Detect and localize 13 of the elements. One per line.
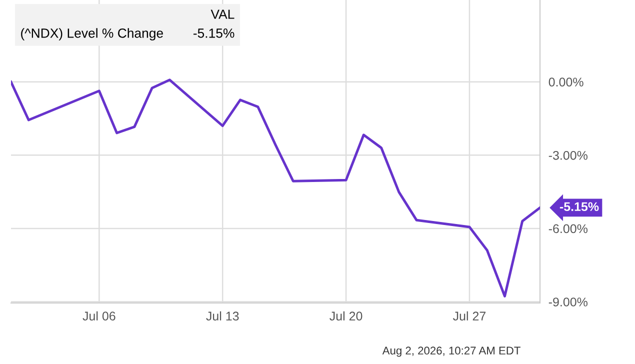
x-tick-label: Jul 06 xyxy=(82,311,116,321)
x-tick-label: Jul 20 xyxy=(330,311,362,321)
text: (^NDX) Level % Change -5.15% xyxy=(21,28,234,40)
x-tick-label: Jul 13 xyxy=(206,311,239,321)
y-tick-label: 0.00% xyxy=(548,78,584,87)
text: Aug 2, 2026, 10:27 AM EDT xyxy=(382,346,520,357)
line-series xyxy=(11,78,540,298)
annotation: -5.15% xyxy=(560,202,599,212)
y-tick-label: -3.00% xyxy=(548,150,588,160)
x-tick-label: Jul 27 xyxy=(452,311,486,321)
y-tick-label: -6.00% xyxy=(548,224,588,234)
legend-title: VAL xyxy=(210,10,234,19)
y-tick-label: -9.00% xyxy=(548,298,588,306)
